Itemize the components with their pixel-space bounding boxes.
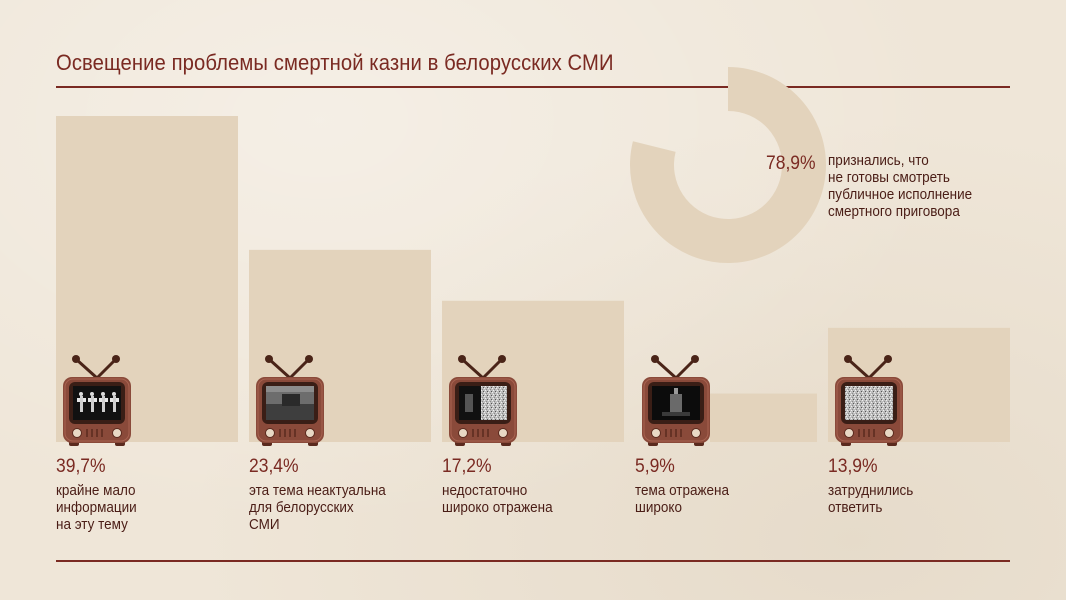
bar-value-label: 13,9% [828,456,878,477]
donut-slice [630,67,826,263]
donut-chart [630,67,826,263]
bar-description: эта тема неактуальна для белорусских СМИ [249,482,386,533]
tv-dark-scene-icon [642,355,710,446]
bar-text-3: 5,9% тема отражена широко [635,456,820,516]
bar-text-0: 39,7% крайне мало информации на эту тему [56,456,241,533]
bottom-divider [56,560,1010,562]
donut-description: признались, что не готовы смотреть публи… [828,152,973,220]
bar-description: недостаточно широко отражена [442,482,553,516]
bar-value-label: 23,4% [249,456,299,477]
bar-text-4: 13,9% затруднились ответить [828,456,1013,516]
bar-description: тема отражена широко [635,482,729,516]
bar-description: затруднились ответить [828,482,914,516]
bar-value-label: 5,9% [635,456,675,477]
bar-text-1: 23,4% эта тема неактуальна для белорусск… [249,456,434,533]
bar-text-2: 17,2% недостаточно широко отражена [442,456,627,516]
top-divider [56,86,1010,88]
tv-icons-group [63,355,903,446]
tv-half-static-icon [449,355,517,446]
donut-value-label: 78,9% [766,153,816,174]
tv-dancers-icon [63,355,131,446]
chart-title: Освещение проблемы смертной казни в бело… [56,50,614,75]
bar-value-label: 39,7% [56,456,106,477]
tv-static-icon [835,355,903,446]
bar-value-label: 17,2% [442,456,492,477]
bar-3 [710,393,817,442]
bar-description: крайне мало информации на эту тему [56,482,137,533]
tv-field-icon [256,355,324,446]
